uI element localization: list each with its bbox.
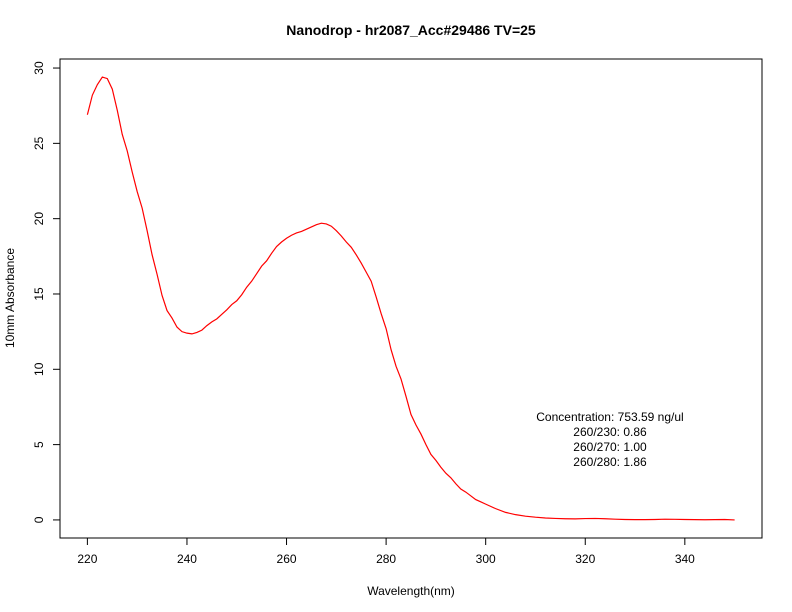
y-axis-label: 10mm Absorbance xyxy=(3,248,17,348)
annotation-line: 260/230: 0.86 xyxy=(573,425,647,439)
y-tick-label: 10 xyxy=(32,362,46,376)
x-tick-label: 280 xyxy=(376,552,396,566)
x-tick-label: 340 xyxy=(675,552,695,566)
chart-title: Nanodrop - hr2087_Acc#29486 TV=25 xyxy=(286,22,536,38)
y-tick-label: 5 xyxy=(32,441,46,448)
y-tick-label: 25 xyxy=(32,136,46,150)
x-tick-label: 320 xyxy=(575,552,595,566)
annotation-line: 260/280: 1.86 xyxy=(573,455,647,469)
x-tick-label: 300 xyxy=(476,552,496,566)
y-tick-label: 30 xyxy=(32,61,46,75)
x-axis: 220 240 260 280 300 320 340 xyxy=(77,538,695,566)
series-line xyxy=(86,76,735,521)
annotation-line: Concentration: 753.59 ng/ul xyxy=(536,410,683,424)
y-axis: 0 5 10 15 20 25 30 xyxy=(32,61,60,523)
x-tick-label: 260 xyxy=(277,552,297,566)
plot-frame xyxy=(59,58,763,539)
annotation-line: 260/270: 1.00 xyxy=(573,440,647,454)
x-tick-label: 220 xyxy=(77,552,97,566)
y-tick-label: 20 xyxy=(32,212,46,226)
y-tick-label: 15 xyxy=(32,287,46,301)
y-tick-label: 0 xyxy=(32,516,46,523)
x-tick-label: 240 xyxy=(177,552,197,566)
x-axis-label: Wavelength(nm) xyxy=(367,584,455,598)
